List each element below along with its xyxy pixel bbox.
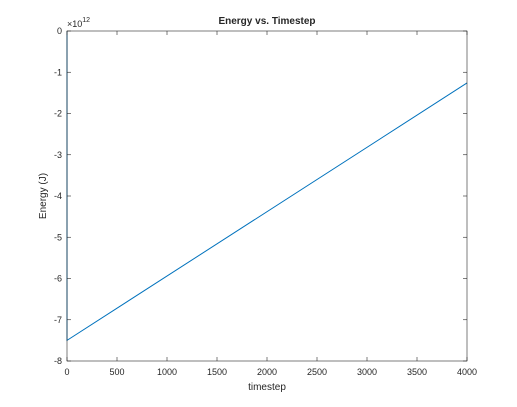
y-exponent-power: 12 [82, 17, 90, 24]
x-tick-label: 3000 [357, 367, 377, 377]
y-tick-label: -8 [54, 356, 62, 366]
ticks-layer: 0 500 1000 1500 2000 2500 3000 3500 4000 -8 -7 -6 -5… [54, 26, 477, 377]
x-tick-label: 2000 [257, 367, 277, 377]
y-tick-label: -7 [54, 315, 62, 325]
plot-area [67, 31, 467, 361]
x-tick-label: 4000 [457, 367, 477, 377]
y-tick-label: 0 [57, 26, 62, 36]
x-axis-label: timestep [248, 382, 286, 393]
chart-title: Energy vs. Timestep [218, 16, 315, 27]
y-tick-label: -2 [54, 109, 62, 119]
y-axis-label: Energy (J) [38, 173, 49, 219]
x-tick-label: 3500 [407, 367, 427, 377]
x-tick-label: 2500 [307, 367, 327, 377]
y-tick-label: -6 [54, 274, 62, 284]
y-axis-exponent: ×1012 [67, 17, 90, 29]
x-tick-label: 1500 [207, 367, 227, 377]
y-tick-label: -4 [54, 191, 62, 201]
x-tick-label: 0 [64, 367, 69, 377]
x-tick-label: 500 [109, 367, 124, 377]
y-tick-label: -1 [54, 67, 62, 77]
x-tick-label: 1000 [157, 367, 177, 377]
y-tick-label: -5 [54, 232, 62, 242]
y-tick-label: -3 [54, 150, 62, 160]
y-exponent-base: ×10 [67, 19, 82, 29]
